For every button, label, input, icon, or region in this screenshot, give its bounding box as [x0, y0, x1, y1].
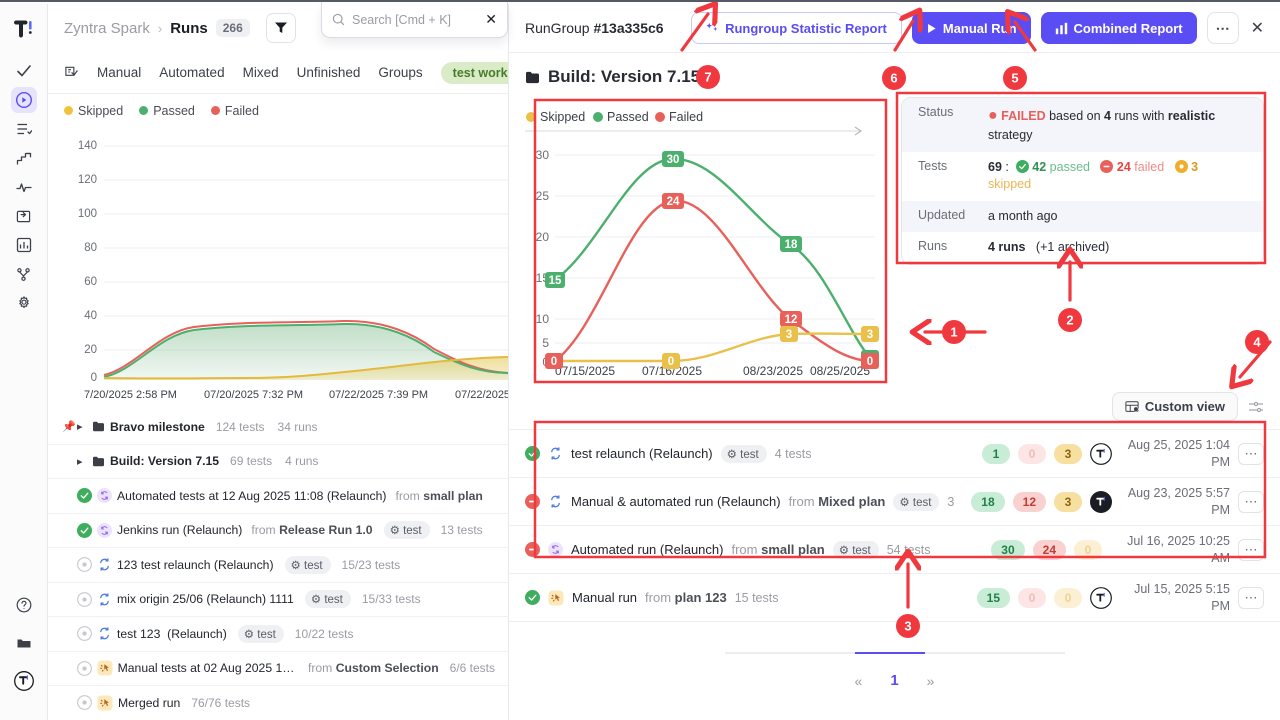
- svg-text:Failed: Failed: [669, 110, 703, 124]
- svg-text:15: 15: [549, 275, 562, 287]
- svg-text:0: 0: [91, 372, 97, 384]
- svg-text:0: 0: [867, 356, 873, 368]
- svg-text:120: 120: [78, 174, 97, 186]
- svg-text:5: 5: [542, 336, 549, 350]
- svg-text:0: 0: [668, 356, 674, 368]
- svg-text:Skipped: Skipped: [540, 110, 585, 124]
- svg-text:24: 24: [667, 196, 680, 208]
- svg-text:20: 20: [536, 230, 550, 244]
- svg-text:3: 3: [786, 329, 792, 341]
- svg-text:08/23/2025: 08/23/2025: [743, 364, 803, 378]
- svg-text:100: 100: [78, 208, 97, 220]
- svg-text:Passed: Passed: [607, 110, 649, 124]
- svg-text:25: 25: [536, 189, 550, 203]
- svg-text:07/20/2025 7:32 PM: 07/20/2025 7:32 PM: [204, 389, 303, 401]
- svg-text:07/15/2025: 07/15/2025: [555, 364, 615, 378]
- svg-text:3: 3: [867, 329, 873, 341]
- svg-text:18: 18: [785, 239, 798, 251]
- svg-text:80: 80: [84, 242, 97, 254]
- svg-text:0: 0: [551, 356, 557, 368]
- svg-text:7/20/2025 2:58 PM: 7/20/2025 2:58 PM: [84, 389, 177, 401]
- svg-text:30: 30: [536, 148, 550, 162]
- svg-text:140: 140: [78, 140, 97, 152]
- svg-text:07/22/2025 7:54 P: 07/22/2025 7:54 P: [455, 389, 509, 401]
- svg-text:60: 60: [84, 276, 97, 288]
- svg-text:30: 30: [667, 154, 680, 166]
- svg-text:10: 10: [536, 312, 550, 326]
- svg-text:12: 12: [785, 314, 798, 326]
- svg-text:20: 20: [84, 344, 97, 356]
- svg-text:40: 40: [84, 310, 97, 322]
- svg-text:07/22/2025 7:39 PM: 07/22/2025 7:39 PM: [329, 389, 428, 401]
